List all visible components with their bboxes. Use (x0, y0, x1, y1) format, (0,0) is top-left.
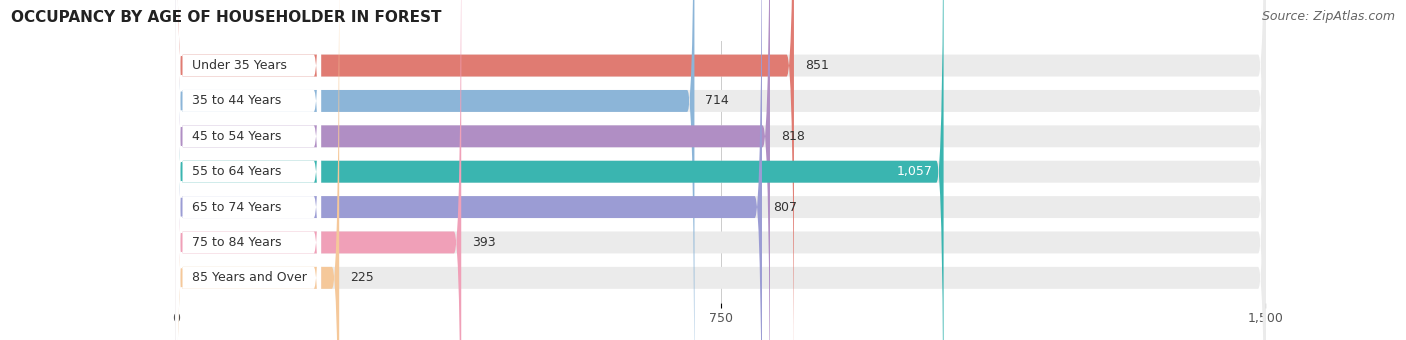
FancyBboxPatch shape (176, 0, 321, 340)
FancyBboxPatch shape (176, 0, 794, 340)
FancyBboxPatch shape (176, 0, 762, 340)
Text: 65 to 74 Years: 65 to 74 Years (191, 201, 281, 214)
FancyBboxPatch shape (176, 0, 321, 340)
Text: 85 Years and Over: 85 Years and Over (191, 271, 307, 284)
FancyBboxPatch shape (176, 0, 1265, 340)
Text: 818: 818 (780, 130, 804, 143)
Text: 851: 851 (804, 59, 828, 72)
FancyBboxPatch shape (176, 0, 321, 340)
FancyBboxPatch shape (176, 0, 770, 340)
Text: 225: 225 (350, 271, 374, 284)
Text: 1,057: 1,057 (897, 165, 932, 178)
FancyBboxPatch shape (176, 0, 695, 340)
Text: 55 to 64 Years: 55 to 64 Years (191, 165, 281, 178)
Text: 714: 714 (706, 95, 730, 107)
Text: 75 to 84 Years: 75 to 84 Years (191, 236, 281, 249)
Text: 807: 807 (773, 201, 797, 214)
FancyBboxPatch shape (176, 0, 321, 340)
Text: 393: 393 (472, 236, 496, 249)
FancyBboxPatch shape (176, 0, 321, 340)
FancyBboxPatch shape (176, 0, 461, 340)
Text: Under 35 Years: Under 35 Years (191, 59, 287, 72)
FancyBboxPatch shape (176, 0, 1265, 340)
FancyBboxPatch shape (176, 0, 1265, 340)
FancyBboxPatch shape (176, 0, 321, 340)
Text: OCCUPANCY BY AGE OF HOUSEHOLDER IN FOREST: OCCUPANCY BY AGE OF HOUSEHOLDER IN FORES… (11, 10, 441, 25)
FancyBboxPatch shape (176, 0, 339, 340)
Text: Source: ZipAtlas.com: Source: ZipAtlas.com (1261, 10, 1395, 23)
FancyBboxPatch shape (176, 0, 1265, 340)
FancyBboxPatch shape (176, 0, 1265, 340)
Text: 35 to 44 Years: 35 to 44 Years (191, 95, 281, 107)
FancyBboxPatch shape (176, 0, 1265, 340)
FancyBboxPatch shape (176, 0, 1265, 340)
FancyBboxPatch shape (176, 0, 321, 340)
Text: 45 to 54 Years: 45 to 54 Years (191, 130, 281, 143)
FancyBboxPatch shape (176, 0, 943, 340)
